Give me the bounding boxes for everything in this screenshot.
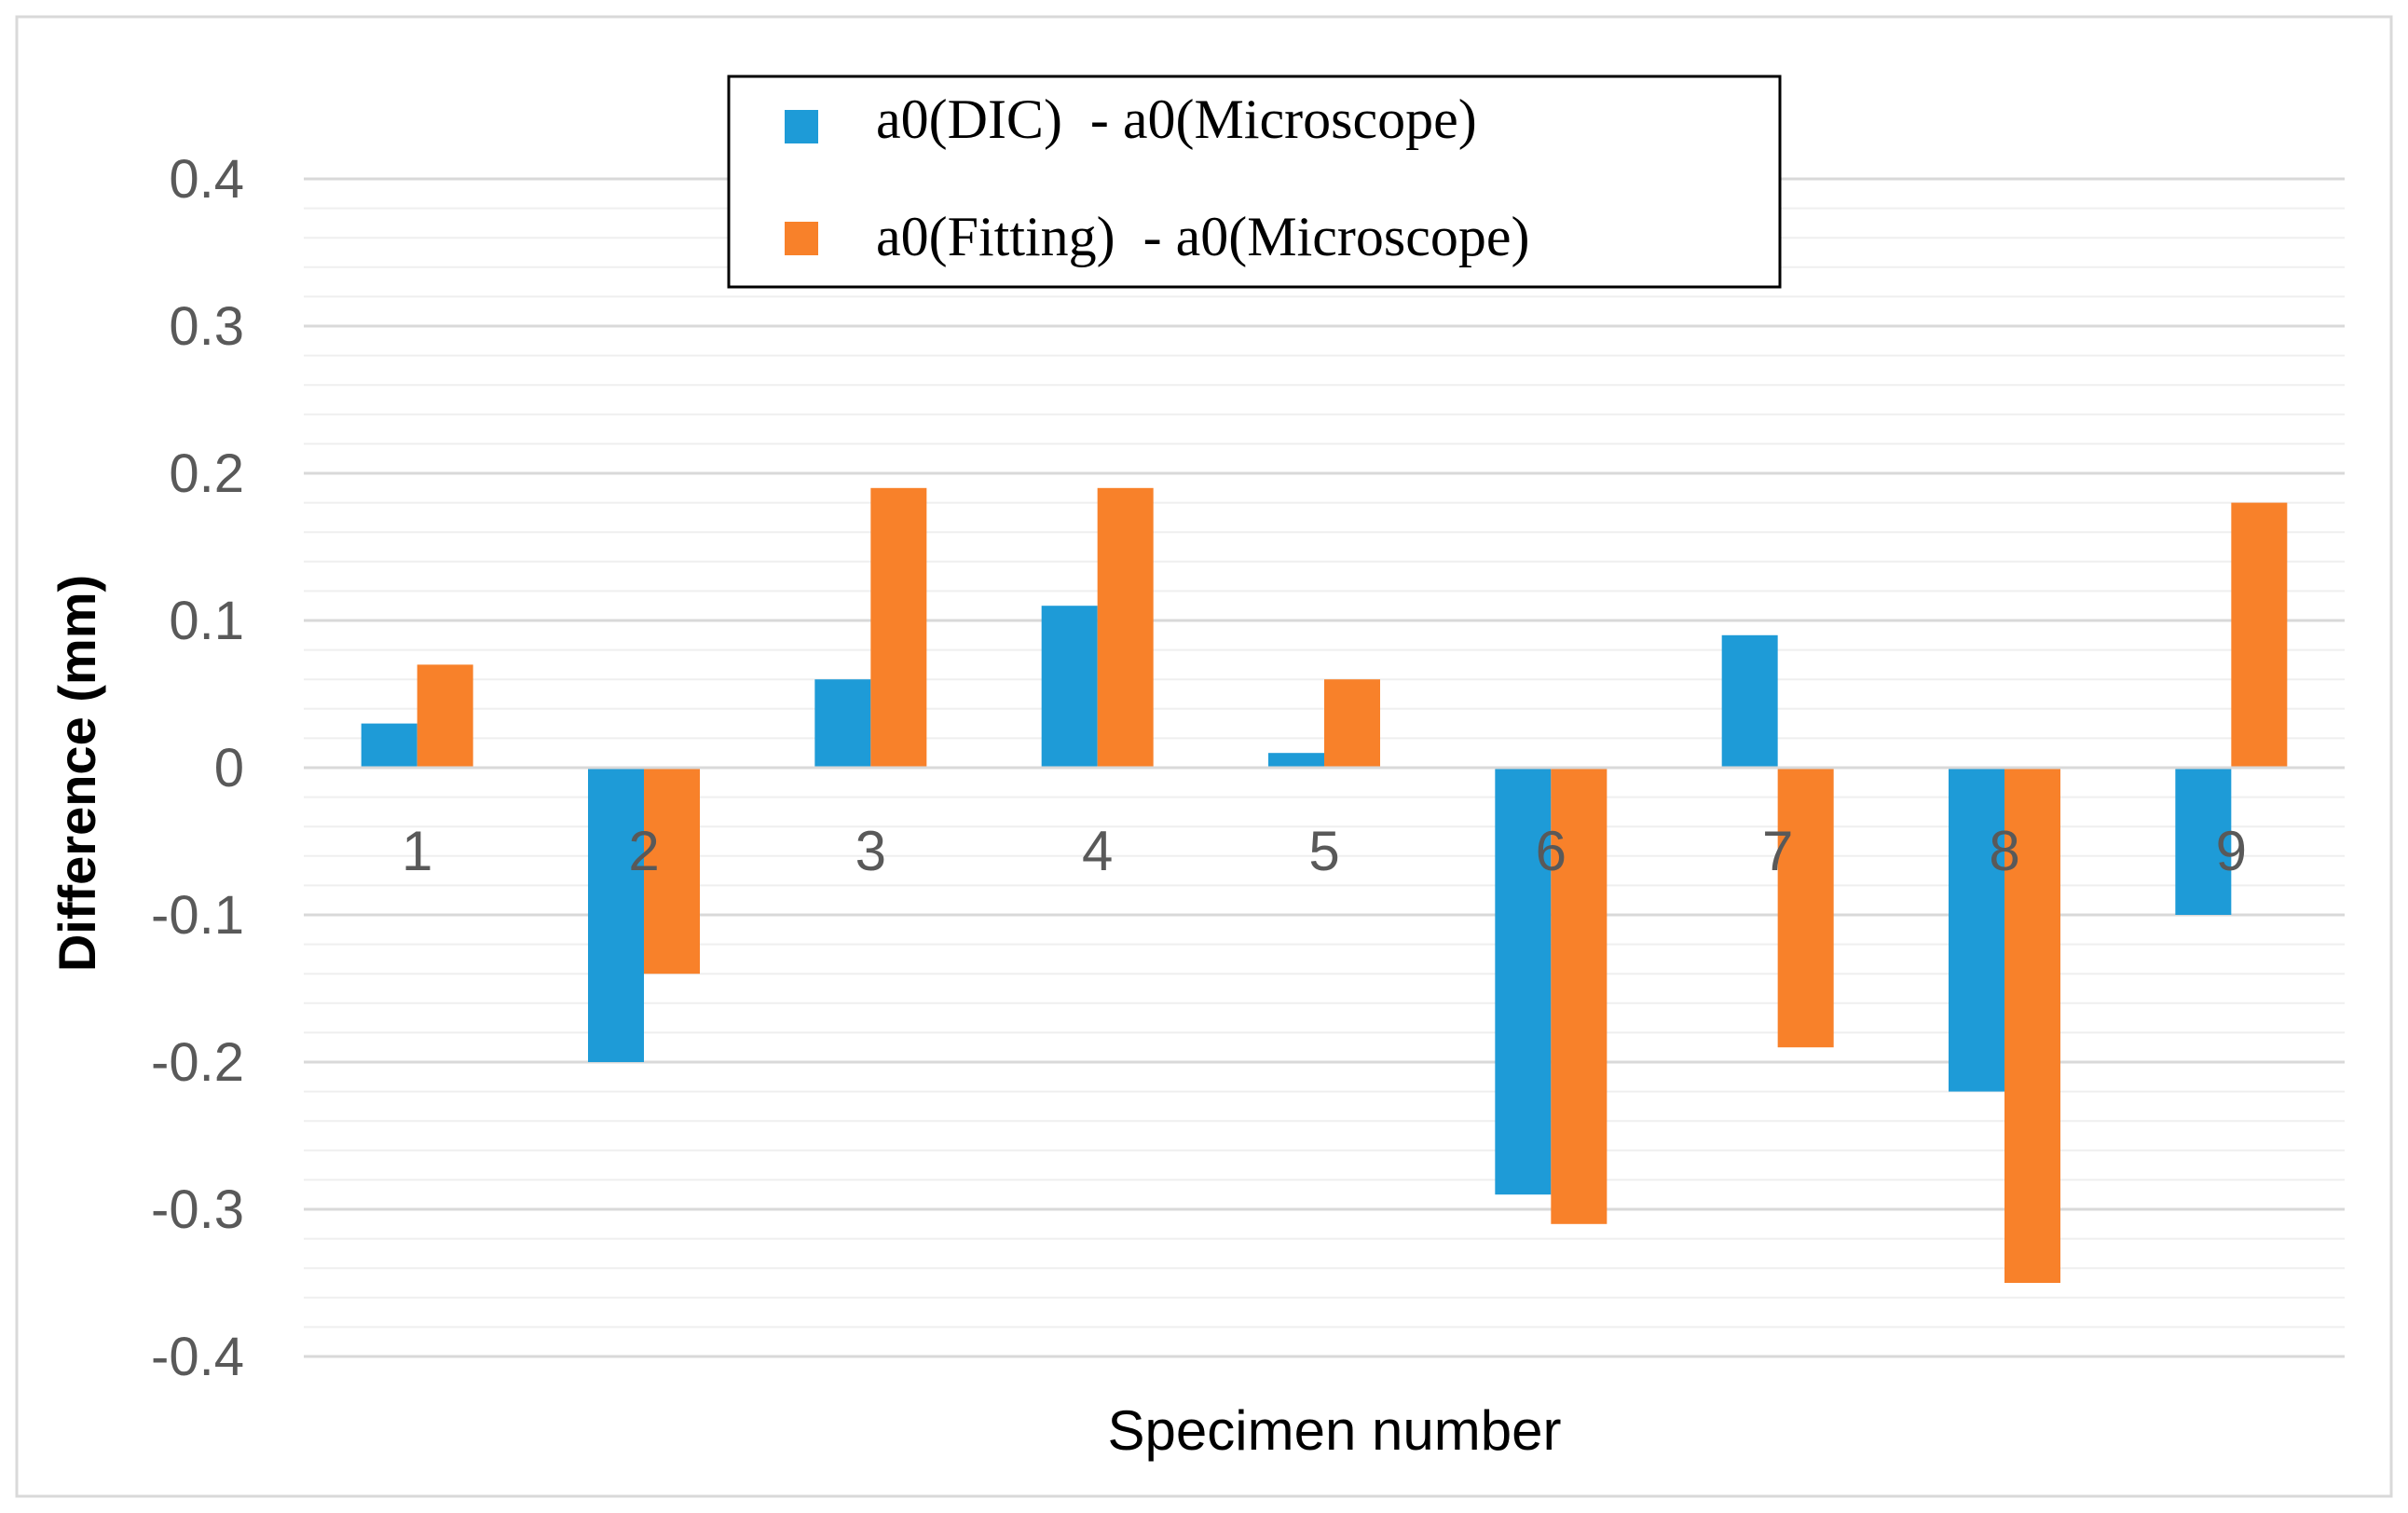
y-tick-label: 0.4 xyxy=(169,149,244,210)
category-label: 4 xyxy=(1082,820,1113,882)
x-axis-label: Specimen number xyxy=(1108,1399,1562,1462)
bar-dic-specimen-5 xyxy=(1268,753,1324,768)
y-tick-label: 0.2 xyxy=(169,443,244,504)
category-label: 3 xyxy=(855,820,886,882)
y-tick-label: 0.3 xyxy=(169,296,244,357)
bar-dic-specimen-7 xyxy=(1721,634,1778,768)
bar-dic-specimen-9 xyxy=(2175,768,2232,915)
category-labels: 1 2 3 4 5 6 7 8 9 xyxy=(402,820,2247,882)
y-tick-labels: 0.4 0.3 0.2 0.1 0 -0.1 -0.2 -0.3 -0.4 xyxy=(151,149,244,1387)
y-tick-label: 0 xyxy=(214,738,244,798)
category-label: 8 xyxy=(1989,820,2019,882)
bar-dic-specimen-4 xyxy=(1041,606,1098,768)
category-label: 6 xyxy=(1536,820,1567,882)
bar-fitting-specimen-5 xyxy=(1324,679,1380,768)
bars xyxy=(304,487,2345,1283)
bar-fitting-specimen-9 xyxy=(2231,502,2288,768)
legend-label-dic: a0(DIC) - a0(Microscope) xyxy=(876,89,1477,150)
y-tick-label: 0.1 xyxy=(169,591,244,651)
legend-label-fitting: a0(Fitting) - a0(Microscope) xyxy=(876,206,1529,267)
y-tick-label: -0.4 xyxy=(151,1327,244,1387)
bar-fitting-specimen-3 xyxy=(870,487,927,768)
y-tick-label: -0.1 xyxy=(151,885,244,946)
bar-dic-specimen-2 xyxy=(588,768,644,1062)
bar-dic-specimen-8 xyxy=(1949,768,2004,1092)
bar-dic-specimen-6 xyxy=(1495,768,1552,1195)
legend: a0(DIC) - a0(Microscope) a0(Fitting) - a… xyxy=(727,75,1782,289)
y-tick-label: -0.3 xyxy=(151,1179,244,1240)
bar-dic-specimen-3 xyxy=(814,679,871,768)
legend-swatch-dic xyxy=(785,110,818,143)
category-label: 2 xyxy=(628,820,659,882)
y-axis-label: Difference (mm) xyxy=(48,575,106,972)
bar-fitting-specimen-2 xyxy=(644,768,700,975)
y-tick-label: -0.2 xyxy=(151,1032,244,1093)
bar-fitting-specimen-6 xyxy=(1551,768,1608,1224)
category-label: 1 xyxy=(402,820,432,882)
category-label: 7 xyxy=(1762,820,1793,882)
category-label: 9 xyxy=(2216,820,2247,882)
category-label: 5 xyxy=(1308,820,1339,882)
bar-fitting-specimen-1 xyxy=(417,664,473,768)
bar-fitting-specimen-7 xyxy=(1777,768,1834,1048)
bar-fitting-specimen-4 xyxy=(1097,487,1154,768)
legend-swatch-fitting xyxy=(785,222,818,255)
bar-fitting-specimen-8 xyxy=(2004,768,2060,1283)
bar-dic-specimen-1 xyxy=(361,723,417,768)
legend-box xyxy=(727,75,1782,289)
